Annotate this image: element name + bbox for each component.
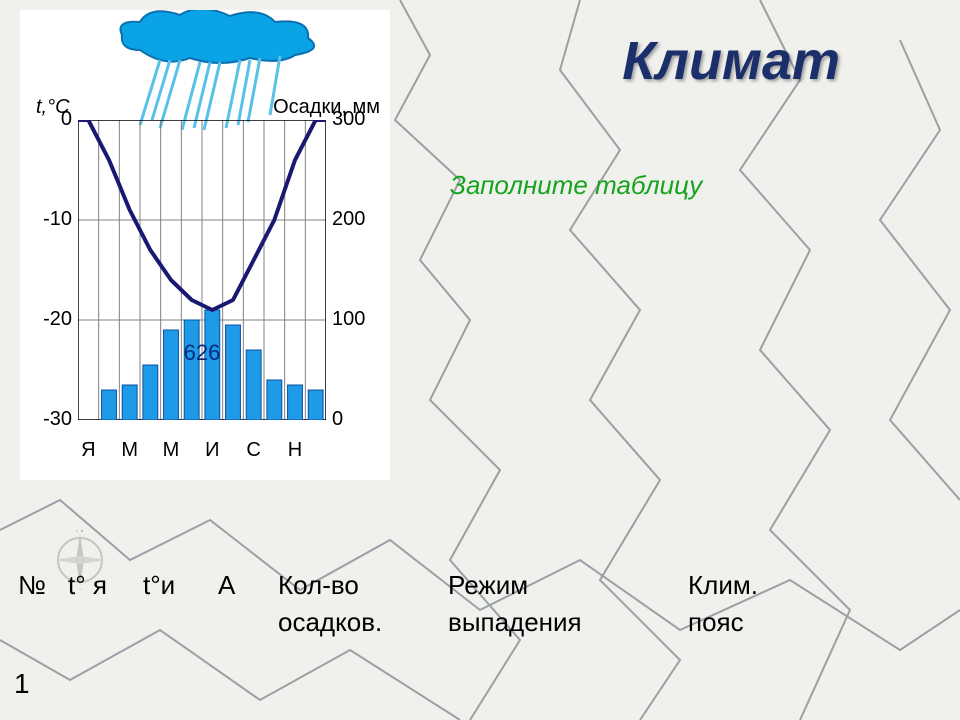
subtitle: Заполните таблицу (450, 170, 702, 201)
slide: Климат Заполните таблицу t,°C Осадки, мм… (0, 0, 960, 720)
ytick-left: -10 (36, 208, 72, 231)
plot-area: 626 (78, 120, 326, 420)
ytick-left: -30 (36, 408, 72, 431)
ytick-right: 100 (332, 308, 374, 331)
ytick-right: 0 (332, 408, 374, 431)
header-tjul: t°и (135, 567, 210, 603)
page-title: Климат (622, 30, 840, 92)
ytick-right: 300 (332, 108, 374, 131)
xtick-month: И (205, 439, 219, 462)
plot-svg: 626 (78, 120, 326, 420)
header-amp: А (210, 567, 270, 603)
table-headers: №t° яt°иАКол-воосадков.РежимвыпаденияКли… (10, 567, 950, 640)
svg-text:626: 626 (184, 340, 221, 365)
header-num: № (10, 567, 60, 603)
ytick-right: 200 (332, 208, 374, 231)
svg-text:N: N (76, 530, 85, 535)
row-number: 1 (14, 668, 30, 700)
climate-chart: t,°C Осадки, мм 626 0-10-20-303002001000… (20, 10, 390, 480)
xtick-month: М (163, 439, 180, 462)
header-belt: Клим.пояс (680, 567, 880, 640)
header-regime: Режимвыпадения (440, 567, 680, 640)
header-tjan: t° я (60, 567, 135, 603)
ytick-left: -20 (36, 308, 72, 331)
header-precip: Кол-воосадков. (270, 567, 440, 640)
xtick-month: Н (288, 439, 302, 462)
xtick-month: М (121, 439, 138, 462)
xtick-month: Я (81, 439, 95, 462)
xtick-month: С (246, 439, 260, 462)
ytick-left: 0 (36, 108, 72, 131)
